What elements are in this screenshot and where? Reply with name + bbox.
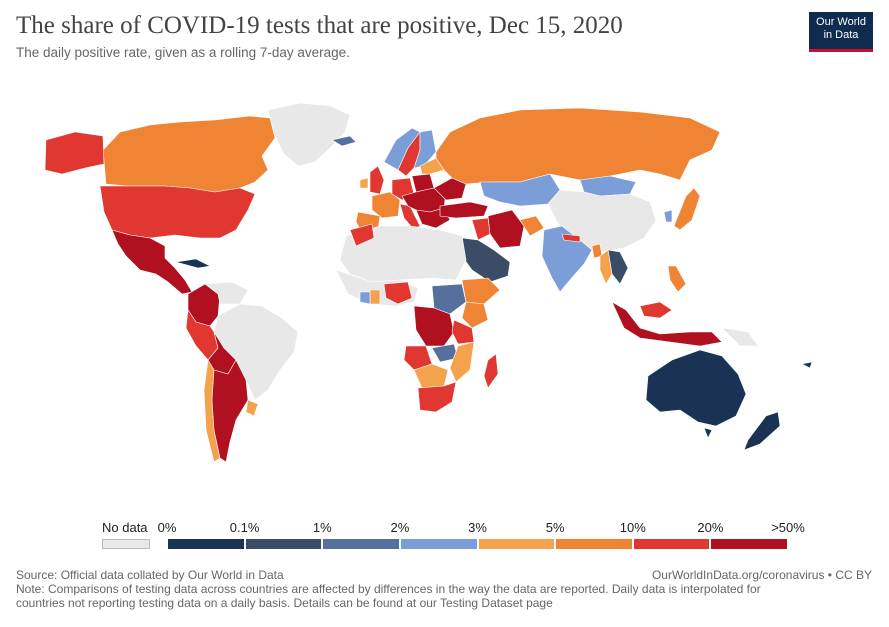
region-tasmania[interactable] xyxy=(703,427,713,439)
region-kenya[interactable] xyxy=(461,301,489,329)
world-map xyxy=(44,102,813,463)
legend-tick-label: 10% xyxy=(619,520,646,535)
region-tanzania[interactable] xyxy=(451,319,475,345)
legend-no-data-label: No data xyxy=(102,520,148,535)
region-philippines[interactable] xyxy=(667,265,687,293)
region-uruguay[interactable] xyxy=(245,399,259,417)
region-baltics[interactable] xyxy=(419,157,445,175)
legend-tick-label: 5% xyxy=(545,520,565,535)
footer-notes: Source: Official data collated by Our Wo… xyxy=(16,568,761,610)
region-usa[interactable] xyxy=(99,185,256,239)
legend-tick-label: 1% xyxy=(312,520,332,535)
legend-tick-label: >50% xyxy=(771,520,805,535)
region-madagascar[interactable] xyxy=(483,353,499,389)
region-afghanistan[interactable] xyxy=(519,215,545,237)
region-argentina[interactable] xyxy=(211,359,249,463)
legend-no-data-swatch[interactable] xyxy=(102,539,150,549)
map-legend: No data 0% 0.1% 1% 2% 3% 5% 10% 20% >50% xyxy=(0,515,889,555)
region-south-africa[interactable] xyxy=(417,381,457,413)
owid-logo[interactable]: Our World in Data xyxy=(809,12,873,52)
logo-line-1: Our World xyxy=(816,16,866,28)
region-new-zealand[interactable] xyxy=(743,411,781,451)
region-iceland[interactable] xyxy=(331,135,357,147)
region-uk[interactable] xyxy=(369,165,385,195)
region-france[interactable] xyxy=(371,191,401,219)
region-turkey[interactable] xyxy=(439,201,489,219)
legend-tick-label: 2% xyxy=(390,520,410,535)
legend-color-bin[interactable] xyxy=(556,539,632,549)
region-ethiopia[interactable] xyxy=(461,277,501,305)
region-cuba[interactable] xyxy=(175,258,211,269)
legend-color-bin[interactable] xyxy=(400,539,477,549)
region-iran[interactable] xyxy=(487,209,525,249)
region-nigeria[interactable] xyxy=(383,281,413,305)
region-png[interactable] xyxy=(721,327,759,347)
legend-tick-label: 20% xyxy=(697,520,724,535)
footer-note-1: Note: Comparisons of testing data across… xyxy=(16,582,761,596)
footer-note-2: countries not reporting testing data on … xyxy=(16,596,553,610)
region-ghana[interactable] xyxy=(369,289,381,305)
footer-url[interactable]: OurWorldInData.org/coronavirus • CC BY xyxy=(651,568,872,582)
region-korea[interactable] xyxy=(663,209,673,223)
legend-color-bin[interactable] xyxy=(245,539,322,549)
logo-line-2: in Data xyxy=(823,29,859,41)
region-nepal[interactable] xyxy=(561,233,581,243)
legend-tick-label: 0% xyxy=(157,520,177,535)
legend-color-bin[interactable] xyxy=(323,539,399,549)
region-morocco[interactable] xyxy=(349,223,375,247)
legend-color-bin[interactable] xyxy=(168,539,244,549)
region-ireland[interactable] xyxy=(359,177,369,189)
region-iraq[interactable] xyxy=(471,217,491,241)
legend-color-bin[interactable] xyxy=(478,539,555,549)
region-greenland[interactable] xyxy=(267,102,351,167)
region-namibia-botswana[interactable] xyxy=(413,363,449,389)
region-australia[interactable] xyxy=(645,349,747,427)
chart-subtitle: The daily positive rate, given as a roll… xyxy=(16,45,350,60)
region-pacific-islands[interactable] xyxy=(801,361,813,369)
region-india[interactable] xyxy=(541,225,593,293)
legend-color-bin[interactable] xyxy=(633,539,710,549)
region-canada[interactable] xyxy=(102,115,276,193)
region-ukraine[interactable] xyxy=(433,177,467,201)
region-drc[interactable] xyxy=(413,305,455,347)
footer-source[interactable]: Source: Official data collated by Our Wo… xyxy=(16,568,284,582)
region-russia[interactable] xyxy=(435,107,721,185)
legend-tick-label: 3% xyxy=(468,520,487,535)
region-indonesia[interactable] xyxy=(611,301,723,347)
chart-title: The share of COVID-19 tests that are pos… xyxy=(16,12,623,39)
region-southeast-asia[interactable] xyxy=(599,249,613,285)
region-central-africa[interactable] xyxy=(431,283,467,315)
region-north-africa[interactable] xyxy=(339,225,467,283)
region-mozambique[interactable] xyxy=(449,341,475,383)
region-alaska[interactable] xyxy=(44,131,105,175)
region-malaysia[interactable] xyxy=(639,301,673,319)
region-japan[interactable] xyxy=(673,187,701,231)
region-ivory-coast[interactable] xyxy=(359,291,371,305)
legend-color-bin[interactable] xyxy=(711,539,787,549)
legend-tick-label: 0.1% xyxy=(229,520,260,535)
